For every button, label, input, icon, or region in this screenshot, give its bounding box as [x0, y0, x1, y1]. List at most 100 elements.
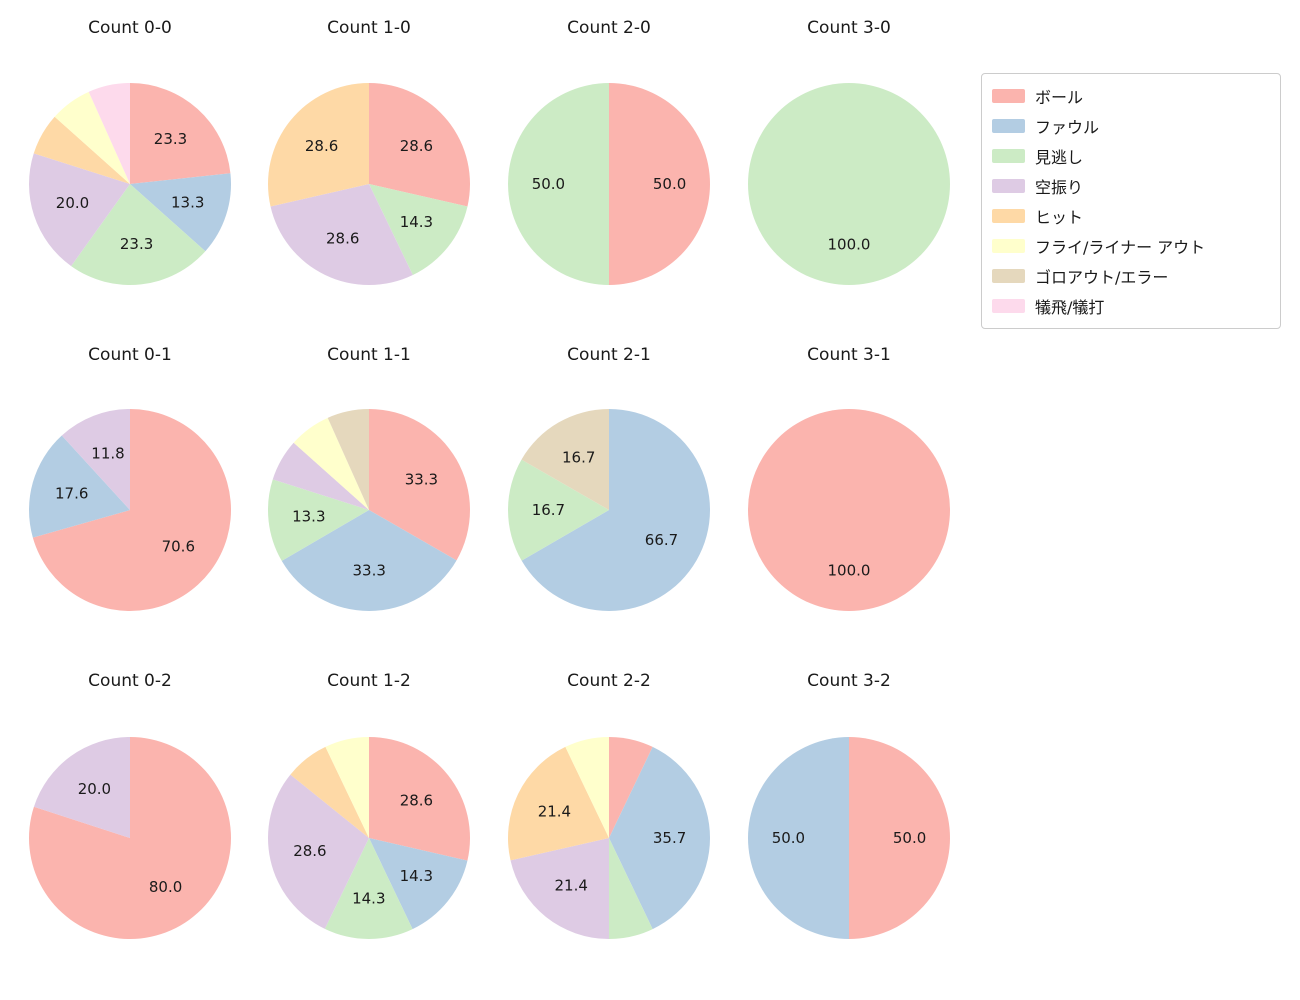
- pie-slice-label: 28.6: [400, 137, 433, 155]
- pie-slice: [369, 184, 468, 275]
- pie-slice-label: 28.6: [305, 137, 338, 155]
- legend-label: ファウル: [1035, 118, 1100, 137]
- pie-chart-count-0-0: 23.3 13.3 23.3 20.0: [29, 83, 231, 285]
- chart-title-count-2-0: Count 2-0: [567, 18, 651, 38]
- pie-slice: [268, 774, 369, 929]
- legend-label: フライ/ライナー アウト: [1035, 238, 1206, 257]
- pie-slice-label: 13.3: [171, 194, 204, 212]
- legend-label: 犠飛/犠打: [1035, 298, 1105, 317]
- pie-slice-label: 28.6: [326, 230, 359, 248]
- pie-chart-count-3-2: 50.0 50.0: [748, 737, 950, 939]
- pie-slice: [71, 184, 206, 285]
- legend-swatch: [992, 119, 1025, 133]
- pie-slice-label: 21.4: [538, 803, 571, 821]
- pie-slice: [267, 83, 369, 207]
- pie-slice-label: 70.6: [162, 538, 195, 556]
- pie-chart-count-3-1: 100.0: [748, 409, 950, 611]
- pie-slice-label: 33.3: [405, 471, 438, 489]
- pie-slice-label: 11.8: [91, 445, 124, 463]
- pie-slice: [508, 83, 609, 285]
- legend: ボールファウル見逃し空振りヒットフライ/ライナー アウト ゴロアウト/エラー 犠飛/…: [981, 73, 1281, 329]
- legend-swatch: [992, 239, 1025, 253]
- pie-slice: [293, 417, 369, 510]
- pie-slice: [508, 459, 609, 561]
- pie-slice: [33, 116, 130, 184]
- legend-entry: ファウル: [992, 111, 1270, 141]
- pie-slice: [609, 737, 653, 838]
- chart-title-count-0-0: Count 0-0: [88, 18, 172, 38]
- legend-label: 空振り: [1035, 178, 1084, 197]
- pie-slice: [28, 737, 231, 939]
- chart-title-count-1-0: Count 1-0: [327, 18, 411, 38]
- chart-title-count-3-0: Count 3-0: [807, 18, 891, 38]
- chart-title-count-2-2: Count 2-2: [567, 671, 651, 691]
- pie-slice: [61, 409, 130, 510]
- pie-slice-label: 50.0: [772, 829, 805, 847]
- legend-entry: フライ/ライナー アウト: [992, 231, 1270, 261]
- pie-slice: [748, 737, 849, 939]
- legend-swatch: [992, 89, 1025, 103]
- pie-slice-label: 80.0: [149, 878, 182, 896]
- legend-swatch: [992, 299, 1025, 313]
- pie-slice: [609, 83, 710, 285]
- legend-entry: 空振り: [992, 171, 1270, 201]
- pie-slice: [327, 409, 369, 510]
- pie-slice: [54, 91, 130, 184]
- chart-title-count-1-2: Count 1-2: [327, 671, 411, 691]
- pie-slice-label: 17.6: [55, 485, 88, 503]
- pie-slice-label: 35.7: [653, 829, 686, 847]
- legend-label: 見逃し: [1035, 148, 1084, 167]
- pie-slice: [29, 153, 130, 267]
- pie-slice: [565, 737, 609, 838]
- pie-slice: [510, 838, 609, 939]
- legend-entry: ゴロアウト/エラー: [992, 261, 1270, 291]
- legend-label: ヒット: [1035, 208, 1084, 227]
- pie-chart-count-2-1: 66.7 16.7 16.7: [508, 409, 711, 611]
- legend-label: ゴロアウト/エラー: [1035, 268, 1169, 287]
- pie-slice-label: 16.7: [532, 501, 565, 519]
- pie-slice-label: 100.0: [828, 562, 871, 580]
- legend-swatch: [992, 149, 1025, 163]
- pie-slice: [849, 737, 950, 939]
- pie-slice: [609, 838, 653, 939]
- pie-slice-label: 14.3: [400, 867, 433, 885]
- legend-entry: 犠飛/犠打: [992, 291, 1270, 321]
- legend-entry: ヒット: [992, 201, 1270, 231]
- pie-slice: [369, 838, 468, 930]
- pie-slice: [521, 409, 711, 611]
- legend-entry: ボール: [992, 81, 1270, 111]
- pie-slice-label: 23.3: [154, 130, 187, 148]
- chart-title-count-1-1: Count 1-1: [327, 345, 411, 365]
- pie-slice: [324, 838, 413, 940]
- pie-slice-label: 50.0: [532, 175, 565, 193]
- pie-slice: [609, 746, 711, 930]
- legend-swatch: [992, 269, 1025, 283]
- pie-slice-label: 66.7: [645, 531, 678, 549]
- pie-slice: [748, 409, 950, 611]
- pie-slice: [748, 83, 950, 285]
- chart-title-count-3-1: Count 3-1: [807, 345, 891, 365]
- pie-slice-label: 28.6: [293, 842, 326, 860]
- pie-chart-count-2-0: 50.0 50.0: [508, 83, 710, 285]
- pie-slice: [281, 510, 457, 612]
- pie-slice-label: 16.7: [562, 449, 595, 467]
- pie-slice: [88, 83, 130, 184]
- pie-slice-label: 20.0: [56, 194, 89, 212]
- pie-slice: [267, 479, 369, 561]
- pie-chart-count-0-2: 80.0 20.0: [28, 737, 231, 939]
- pie-slice: [290, 746, 369, 838]
- pie-slice-label: 13.3: [292, 508, 325, 526]
- pie-slice: [33, 737, 130, 838]
- pie-slice-label: 100.0: [828, 236, 871, 254]
- pie-slice-label: 20.0: [78, 780, 111, 798]
- pie-slice-label: 14.3: [352, 890, 385, 908]
- pie-slice: [369, 737, 471, 861]
- pie-slice: [521, 409, 609, 510]
- chart-title-count-2-1: Count 2-1: [567, 345, 651, 365]
- pie-slice: [29, 435, 130, 538]
- chart-title-count-3-2: Count 3-2: [807, 671, 891, 691]
- pie-chart-count-0-1: 70.6 17.6 11.8: [29, 409, 232, 611]
- pie-slice-label: 50.0: [893, 829, 926, 847]
- pie-slice-label: 14.3: [400, 213, 433, 231]
